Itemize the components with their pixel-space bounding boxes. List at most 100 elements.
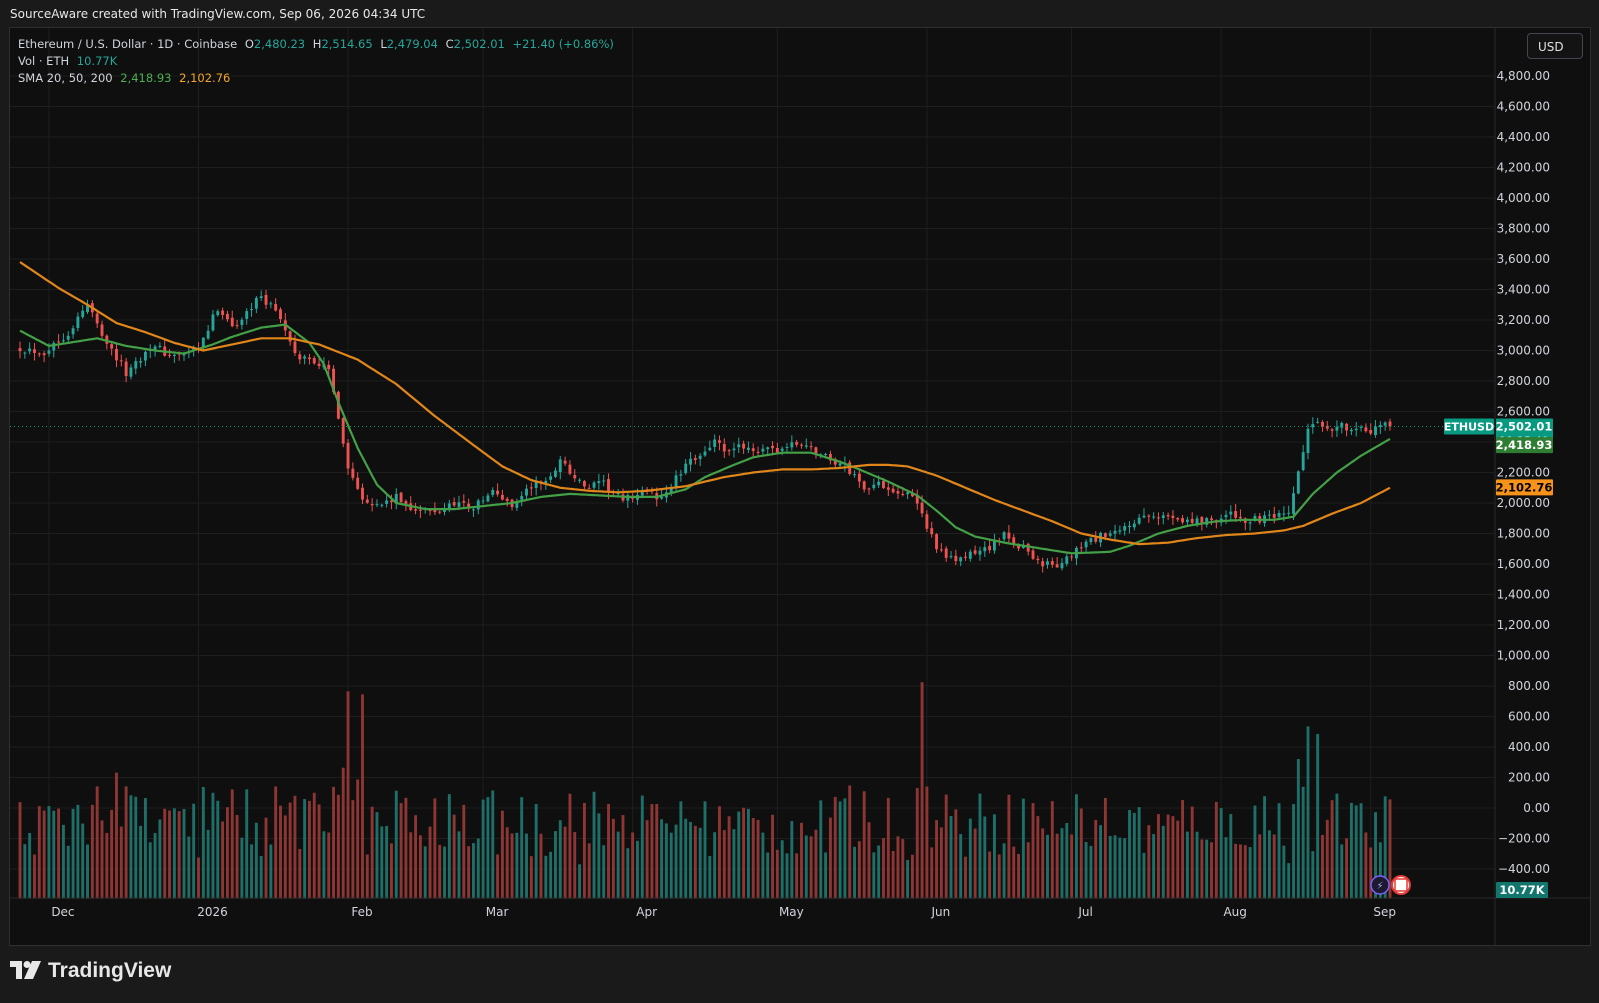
tradingview-brand[interactable]: TradingView — [48, 959, 172, 982]
volume-bar — [674, 824, 678, 899]
symbol-description[interactable]: Ethereum / U.S. Dollar · 1D · Coinbase — [18, 37, 238, 51]
volume-bar — [95, 786, 99, 899]
volume-bar — [751, 818, 755, 899]
volume-bar — [1210, 842, 1213, 899]
us-flag-icon-stripes — [1394, 878, 1408, 892]
volume-bar — [177, 811, 181, 899]
volume-bar — [254, 822, 258, 899]
volume-bar — [872, 852, 876, 899]
candle-body — [182, 354, 186, 356]
y-tick-label: 600.00 — [1508, 710, 1550, 724]
currency-button[interactable]: USD — [1527, 33, 1583, 59]
volume-bar — [1021, 798, 1025, 899]
candle-body — [1050, 561, 1054, 565]
close-value: 2,502.01 — [453, 37, 505, 51]
candle-body — [568, 464, 572, 474]
volume-bar — [414, 815, 418, 899]
volume-bar — [33, 854, 36, 899]
candle-body — [399, 492, 403, 502]
volume-bar — [771, 814, 774, 899]
volume-bar — [804, 835, 808, 899]
volume-bar — [1118, 837, 1122, 899]
candle-body — [279, 309, 282, 320]
volume-bar — [828, 817, 832, 899]
volume-bar — [1137, 807, 1141, 899]
candle-body — [529, 487, 533, 489]
volume-bar — [365, 854, 369, 899]
candle-body — [37, 353, 41, 355]
volume-bar — [737, 811, 741, 899]
volume-bar — [718, 806, 721, 899]
price-chart[interactable]: 4,800.00 4,600.00 4,400.00 4,200.00 4,000.00… — [10, 28, 1590, 945]
candle-body — [100, 324, 104, 336]
candle-body — [143, 351, 147, 361]
volume-bar — [1128, 809, 1131, 899]
candle-body — [1185, 519, 1189, 523]
volume-bar — [47, 806, 51, 899]
candle-body — [365, 499, 369, 503]
lightning-icon[interactable] — [1370, 875, 1390, 895]
y-tick-label: 3,000.00 — [1497, 344, 1550, 358]
volume-bar — [935, 820, 938, 899]
attribution-text: SourceAware created with TradingView.com… — [10, 7, 426, 21]
volume-bar — [1359, 803, 1363, 899]
candle-body — [520, 496, 524, 500]
y-tick-label: 1,800.00 — [1497, 527, 1550, 541]
candle-body — [317, 363, 321, 367]
volume-bar — [1301, 786, 1305, 899]
candle-body — [582, 481, 586, 487]
us-flag-icon[interactable] — [1391, 875, 1411, 895]
volume-bar — [491, 790, 495, 899]
tradingview-logo-icon[interactable] — [10, 961, 42, 979]
sma-label[interactable]: SMA 20, 50, 200 — [18, 71, 113, 85]
candle-body — [1002, 532, 1006, 540]
open-value: 2,480.23 — [253, 37, 306, 51]
volume-bar — [370, 806, 374, 899]
volume-bar — [1079, 808, 1083, 899]
candle-body — [915, 495, 919, 504]
volume-bar — [877, 845, 881, 899]
volume-bar — [42, 810, 46, 899]
volume-bar — [356, 779, 360, 899]
volume-bar — [259, 856, 263, 899]
volume-bar — [486, 797, 490, 899]
volume-bar — [611, 818, 615, 899]
x-tick-label: Aug — [1223, 905, 1246, 919]
candle-body — [380, 504, 384, 506]
candle-body — [346, 442, 350, 469]
volume-bar — [110, 809, 114, 899]
x-tick-label: Sep — [1373, 905, 1396, 919]
volume-bar — [23, 844, 27, 899]
candle-body — [872, 484, 876, 489]
candle-body — [910, 493, 914, 497]
candle-body — [254, 297, 258, 309]
volume-bar — [1123, 838, 1127, 899]
volume-bar — [288, 802, 292, 899]
volume-bar — [645, 820, 649, 899]
candle-body — [336, 391, 340, 419]
candle-body — [370, 504, 374, 506]
candle-body — [988, 545, 992, 551]
candle-body — [602, 480, 606, 482]
x-tick-label: Feb — [351, 905, 372, 919]
candle-body — [1161, 515, 1165, 519]
volume-bar — [558, 820, 562, 899]
candle-body — [645, 489, 649, 491]
volume-bar — [317, 804, 321, 899]
candle-body — [1239, 517, 1242, 519]
volume-bar — [1321, 834, 1324, 899]
volume-bar — [245, 789, 249, 899]
volume-bar — [341, 767, 345, 899]
volume-bar — [939, 827, 943, 899]
volume-bar — [182, 808, 186, 899]
volume-bar — [1094, 819, 1098, 899]
sma50-tag: 2,102.76 — [1496, 480, 1553, 494]
open-label: O — [244, 37, 254, 51]
chart-pane[interactable]: 4,800.00 4,600.00 4,400.00 4,200.00 4,000.00… — [9, 27, 1591, 946]
volume-bar — [269, 844, 273, 899]
volume-bar — [1103, 797, 1107, 899]
volume-label[interactable]: Vol · ETH — [18, 54, 70, 68]
candle-body — [134, 361, 138, 369]
candle-body — [857, 473, 861, 482]
volume-bar — [554, 831, 557, 899]
